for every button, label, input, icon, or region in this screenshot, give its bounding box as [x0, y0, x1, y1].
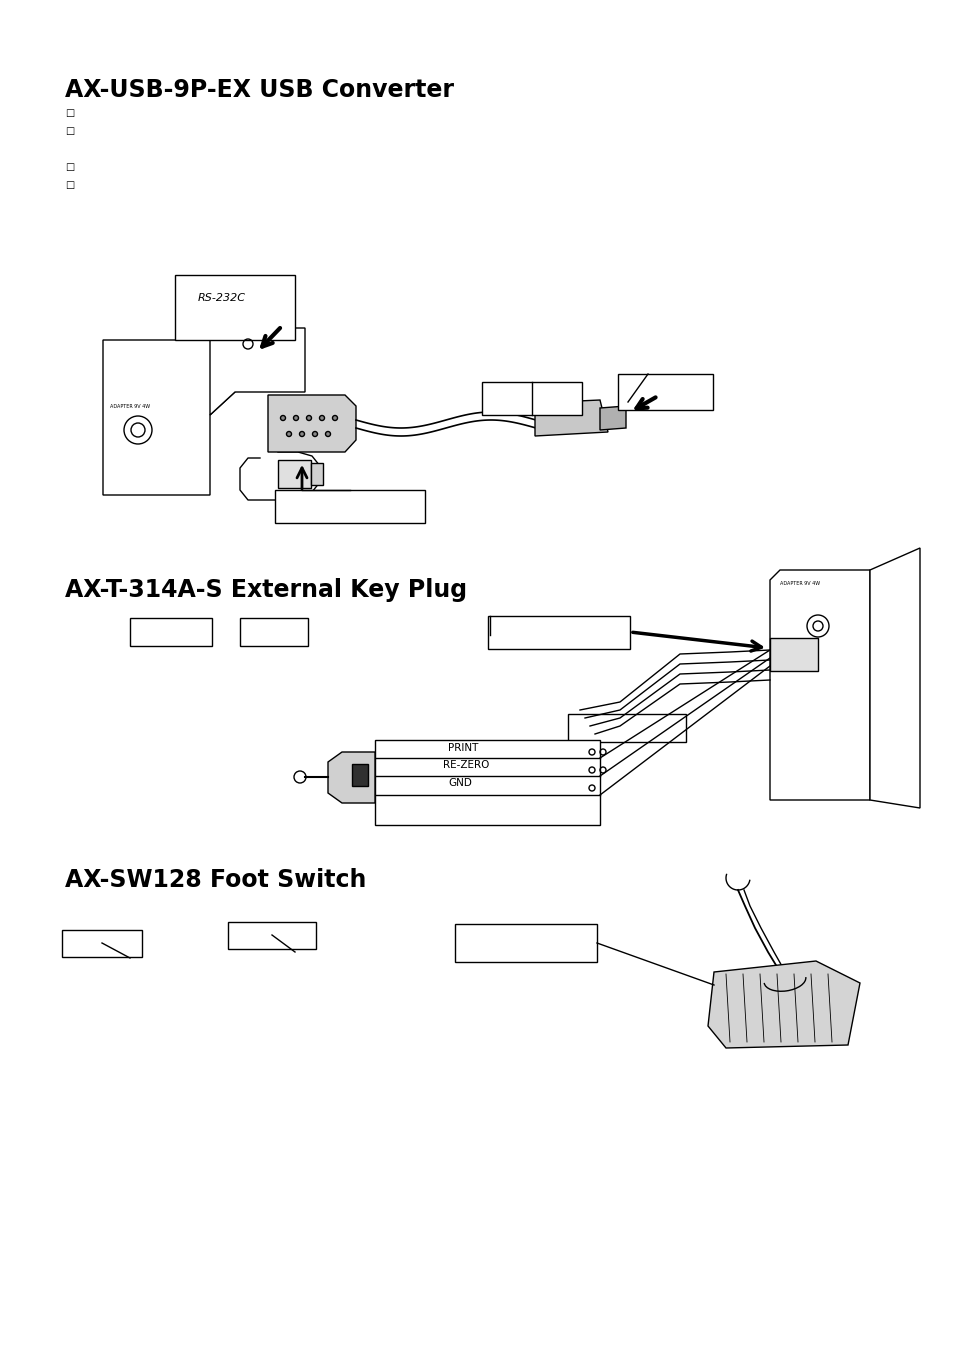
Circle shape — [306, 416, 312, 420]
Circle shape — [313, 432, 317, 436]
Circle shape — [325, 432, 330, 436]
Bar — [769, 639, 817, 671]
Text: RE-ZERO: RE-ZERO — [442, 760, 489, 770]
Bar — [130, 618, 212, 647]
Text: GND: GND — [448, 778, 472, 788]
Circle shape — [299, 432, 304, 436]
Text: RS-232C: RS-232C — [198, 293, 246, 302]
Bar — [375, 740, 599, 825]
Bar — [311, 463, 323, 485]
Circle shape — [333, 416, 337, 420]
Polygon shape — [707, 961, 859, 1048]
Bar — [62, 930, 142, 957]
Circle shape — [280, 416, 285, 420]
Circle shape — [319, 416, 324, 420]
Text: □: □ — [65, 126, 74, 136]
Bar — [481, 382, 581, 414]
Polygon shape — [268, 396, 355, 452]
Polygon shape — [769, 570, 869, 801]
Text: □: □ — [65, 108, 74, 117]
Bar — [352, 764, 368, 786]
Polygon shape — [599, 406, 625, 431]
Polygon shape — [103, 328, 234, 495]
Polygon shape — [535, 400, 607, 436]
Circle shape — [294, 416, 298, 420]
Text: AX-SW128 Foot Switch: AX-SW128 Foot Switch — [65, 868, 366, 892]
Bar — [274, 490, 424, 522]
Bar — [618, 374, 712, 410]
Polygon shape — [210, 328, 305, 414]
Polygon shape — [869, 548, 919, 809]
Polygon shape — [328, 752, 375, 803]
Text: □: □ — [65, 162, 74, 171]
Text: ADAPTER 9V 4W: ADAPTER 9V 4W — [110, 404, 150, 409]
Bar — [567, 714, 685, 743]
Bar — [488, 616, 629, 649]
Text: ADAPTER 9V 4W: ADAPTER 9V 4W — [780, 580, 820, 586]
Text: AX-USB-9P-EX USB Converter: AX-USB-9P-EX USB Converter — [65, 78, 454, 103]
Circle shape — [286, 432, 292, 436]
Bar — [455, 923, 597, 963]
Bar — [174, 275, 294, 340]
Bar — [228, 922, 315, 949]
Bar — [240, 618, 308, 647]
Text: PRINT: PRINT — [448, 743, 477, 753]
Bar — [277, 460, 311, 487]
Text: □: □ — [65, 180, 74, 190]
Text: AX-T-314A-S External Key Plug: AX-T-314A-S External Key Plug — [65, 578, 467, 602]
